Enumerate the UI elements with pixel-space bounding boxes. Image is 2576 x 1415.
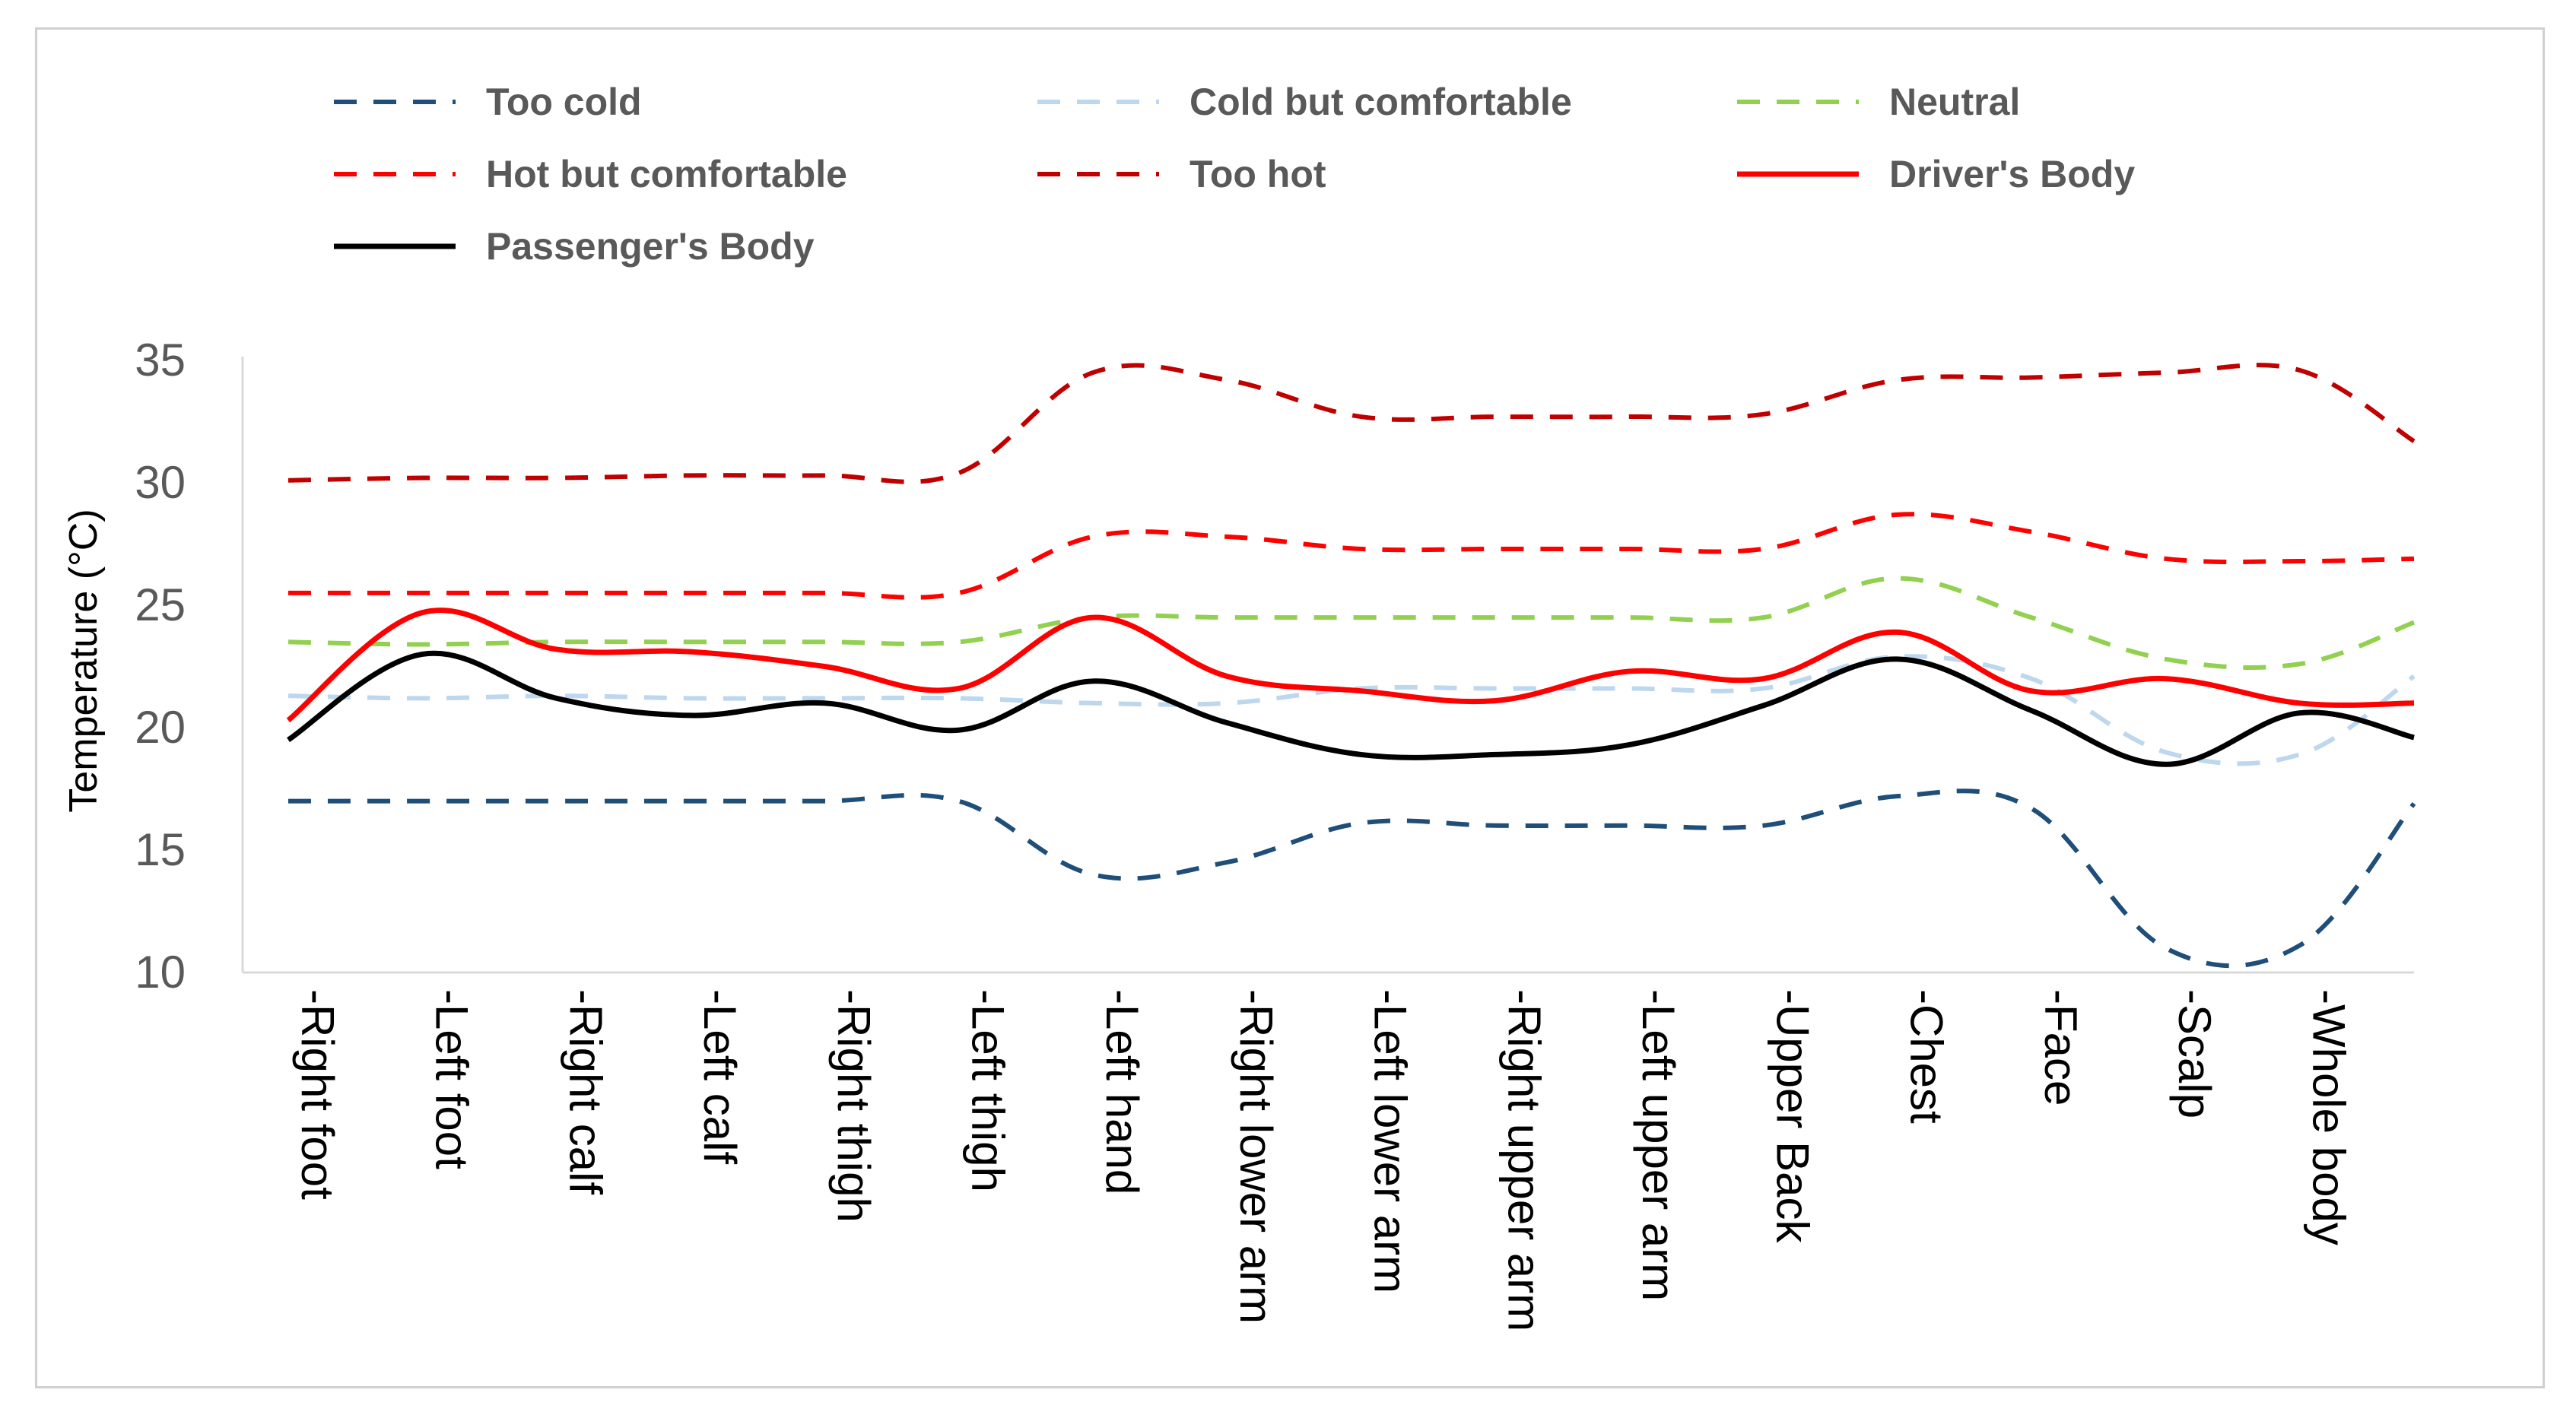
x-tick-label: -Scalp bbox=[2169, 989, 2220, 1118]
series-line-neutral bbox=[287, 576, 2416, 670]
x-tick-label: -Left hand bbox=[1097, 989, 1148, 1195]
legend-label-neutral: Neutral bbox=[1889, 81, 2020, 123]
y-tick-label: 20 bbox=[135, 702, 186, 753]
legend-label-hot-but-comfortable: Hot but comfortable bbox=[486, 153, 847, 195]
y-tick-label: 30 bbox=[135, 457, 186, 508]
x-tick-label: -Right lower arm bbox=[1231, 989, 1282, 1324]
y-tick-label: 25 bbox=[135, 579, 186, 630]
y-tick-label: 35 bbox=[135, 335, 186, 385]
series-line-hot-but-comfortable bbox=[288, 512, 2415, 600]
series-line-too-hot bbox=[287, 363, 2416, 484]
legend: Too cold Cold but comfortable Neutral Hot b… bbox=[334, 81, 2135, 268]
x-tick-label: -Left upper arm bbox=[1633, 989, 1684, 1301]
x-tick-label: -Right upper arm bbox=[1499, 989, 1550, 1331]
x-tick-label: -Chest bbox=[1901, 989, 1952, 1124]
legend-label-cold-but-comfortable: Cold but comfortable bbox=[1190, 81, 1572, 123]
legend-label-too-cold: Too cold bbox=[486, 81, 642, 123]
x-tick-label: -Left foot bbox=[426, 989, 477, 1169]
y-axis-title: Temperature (°C) bbox=[62, 509, 106, 812]
series-layer bbox=[286, 363, 2416, 969]
legend-label-driver-s-body: Driver's Body bbox=[1889, 153, 2135, 195]
legend-label-passenger-s-body: Passenger's Body bbox=[486, 225, 815, 268]
x-tick-label: -Left calf bbox=[694, 989, 745, 1164]
axes: 10 15 20 25 30 35 -Right foot -Left foot -Right … bbox=[135, 335, 2414, 1331]
series-line-too-cold bbox=[288, 788, 2416, 969]
legend-label-too-hot: Too hot bbox=[1190, 153, 1326, 195]
line-chart: Too cold Cold but comfortable Neutral Hot b… bbox=[62, 81, 2416, 1331]
x-tick-label: -Right foot bbox=[292, 989, 343, 1200]
y-tick-label: 15 bbox=[135, 824, 186, 875]
x-tick-label: -Upper Back bbox=[1767, 989, 1818, 1243]
chart-frame: Too cold Cold but comfortable Neutral Hot b… bbox=[35, 27, 2545, 1388]
x-tick-label: -Right calf bbox=[561, 989, 611, 1195]
series-line-driver-s-body bbox=[286, 608, 2415, 723]
x-tick-label: -Whole body bbox=[2304, 989, 2355, 1245]
series-line-passenger-s-body bbox=[287, 650, 2415, 767]
x-tick-label: -Face bbox=[2035, 989, 2086, 1106]
x-tick-label: -Left lower arm bbox=[1364, 989, 1415, 1293]
x-tick-label: -Right thigh bbox=[828, 989, 879, 1223]
y-tick-label: 10 bbox=[135, 947, 186, 998]
x-tick-label: -Left thigh bbox=[963, 989, 1014, 1192]
